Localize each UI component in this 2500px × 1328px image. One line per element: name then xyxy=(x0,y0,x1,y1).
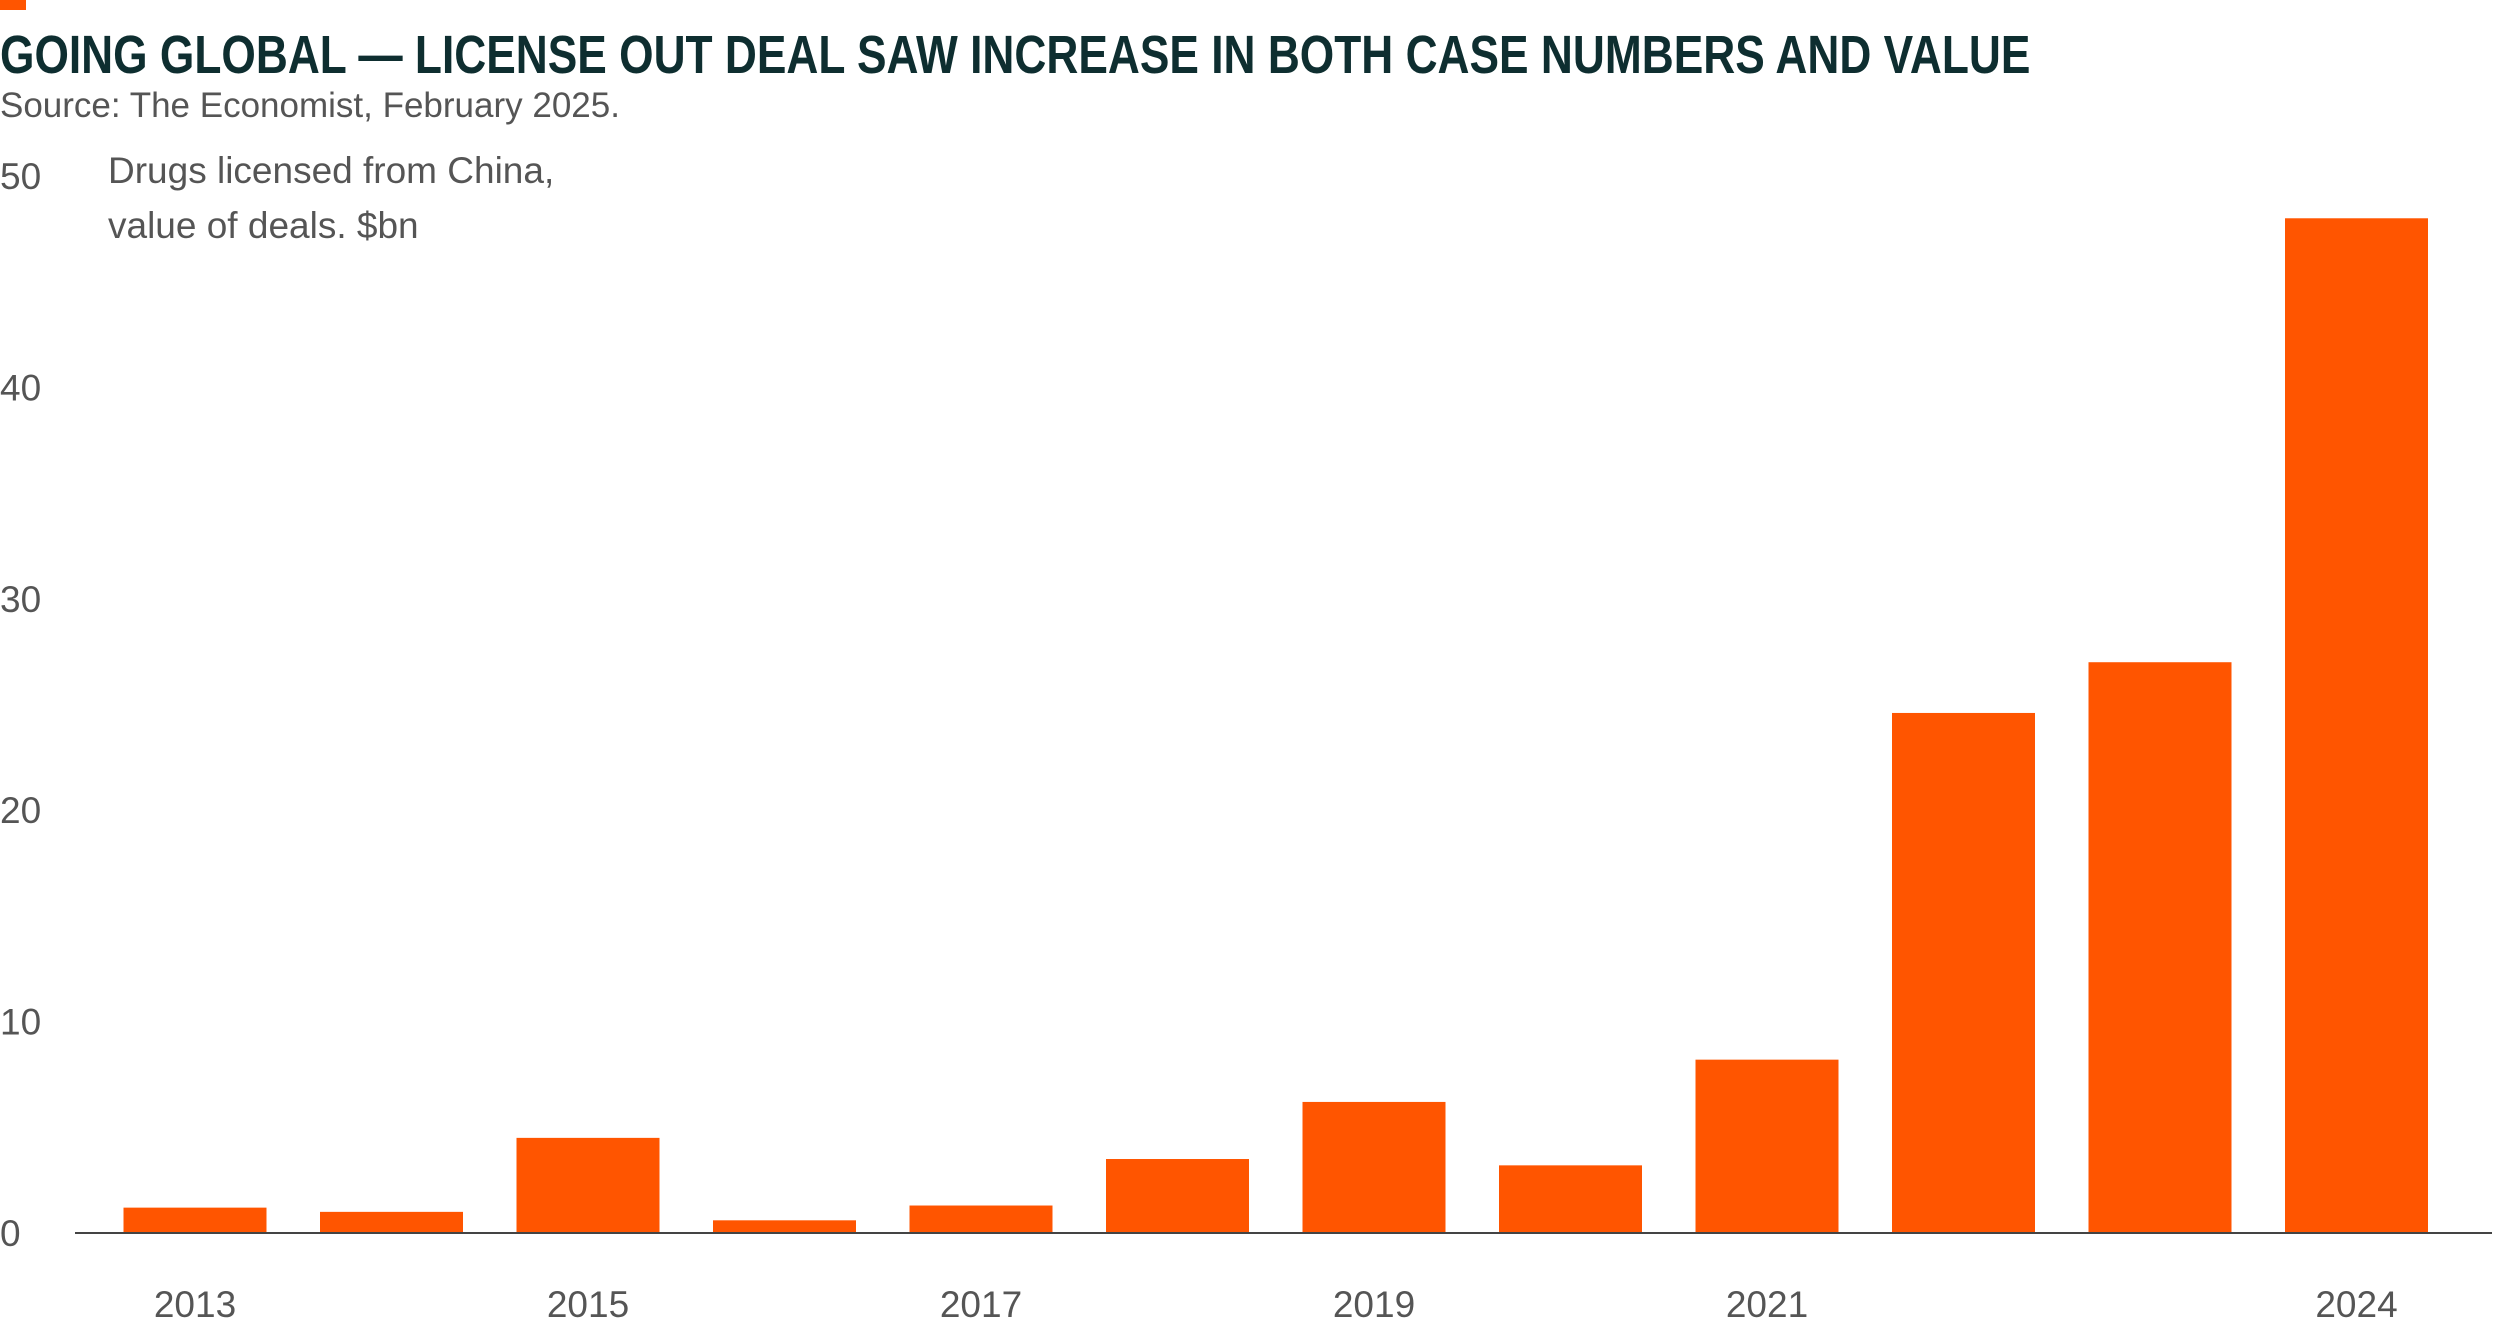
y-tick-label: 50 xyxy=(0,156,41,197)
bar-2023 xyxy=(2088,662,2232,1233)
x-tick-label: 2015 xyxy=(547,1284,629,1325)
y-tick-label: 0 xyxy=(0,1213,21,1254)
chart-title: GOING GLOBAL — LICENSE OUT DEAL SAW INCR… xyxy=(0,25,2031,85)
bar-2022 xyxy=(1892,712,2035,1233)
x-tick-label: 2017 xyxy=(940,1284,1022,1325)
bar-2024 xyxy=(2285,218,2428,1233)
y-tick-label: 20 xyxy=(0,790,41,831)
y-tick-label: 30 xyxy=(0,579,41,620)
bar-2020 xyxy=(1499,1165,1642,1233)
x-tick-label: 2024 xyxy=(2315,1284,2397,1325)
bar-2014 xyxy=(320,1211,463,1233)
bar-2018 xyxy=(1106,1159,1249,1233)
bar-2017 xyxy=(909,1205,1053,1233)
chart-annotation-line-2: value of deals. $bn xyxy=(108,205,419,246)
x-tick-label: 2021 xyxy=(1726,1284,1808,1325)
y-axis-ticks: 0 10 20 30 40 50 xyxy=(0,156,41,1254)
y-tick-label: 10 xyxy=(0,1002,41,1043)
bar-2016 xyxy=(713,1220,856,1233)
x-tick-label: 2019 xyxy=(1333,1284,1415,1325)
bar-2015 xyxy=(516,1137,660,1233)
y-tick-label: 40 xyxy=(0,367,41,408)
chart-annotation: Drugs licensed from China, value of deal… xyxy=(108,150,565,246)
bar-2021 xyxy=(1695,1059,1839,1233)
chart-annotation-line-1: Drugs licensed from China, xyxy=(108,150,554,191)
bar-2013 xyxy=(123,1207,267,1233)
bar-2019 xyxy=(1302,1101,1446,1233)
x-tick-label: 2013 xyxy=(154,1284,236,1325)
chart-source: Source: The Economist, February 2025. xyxy=(0,86,620,125)
accent-mark xyxy=(0,0,26,10)
bars xyxy=(123,218,2428,1233)
x-axis-ticks: 2013 2015 2017 2019 2021 2024 xyxy=(154,1284,2398,1325)
